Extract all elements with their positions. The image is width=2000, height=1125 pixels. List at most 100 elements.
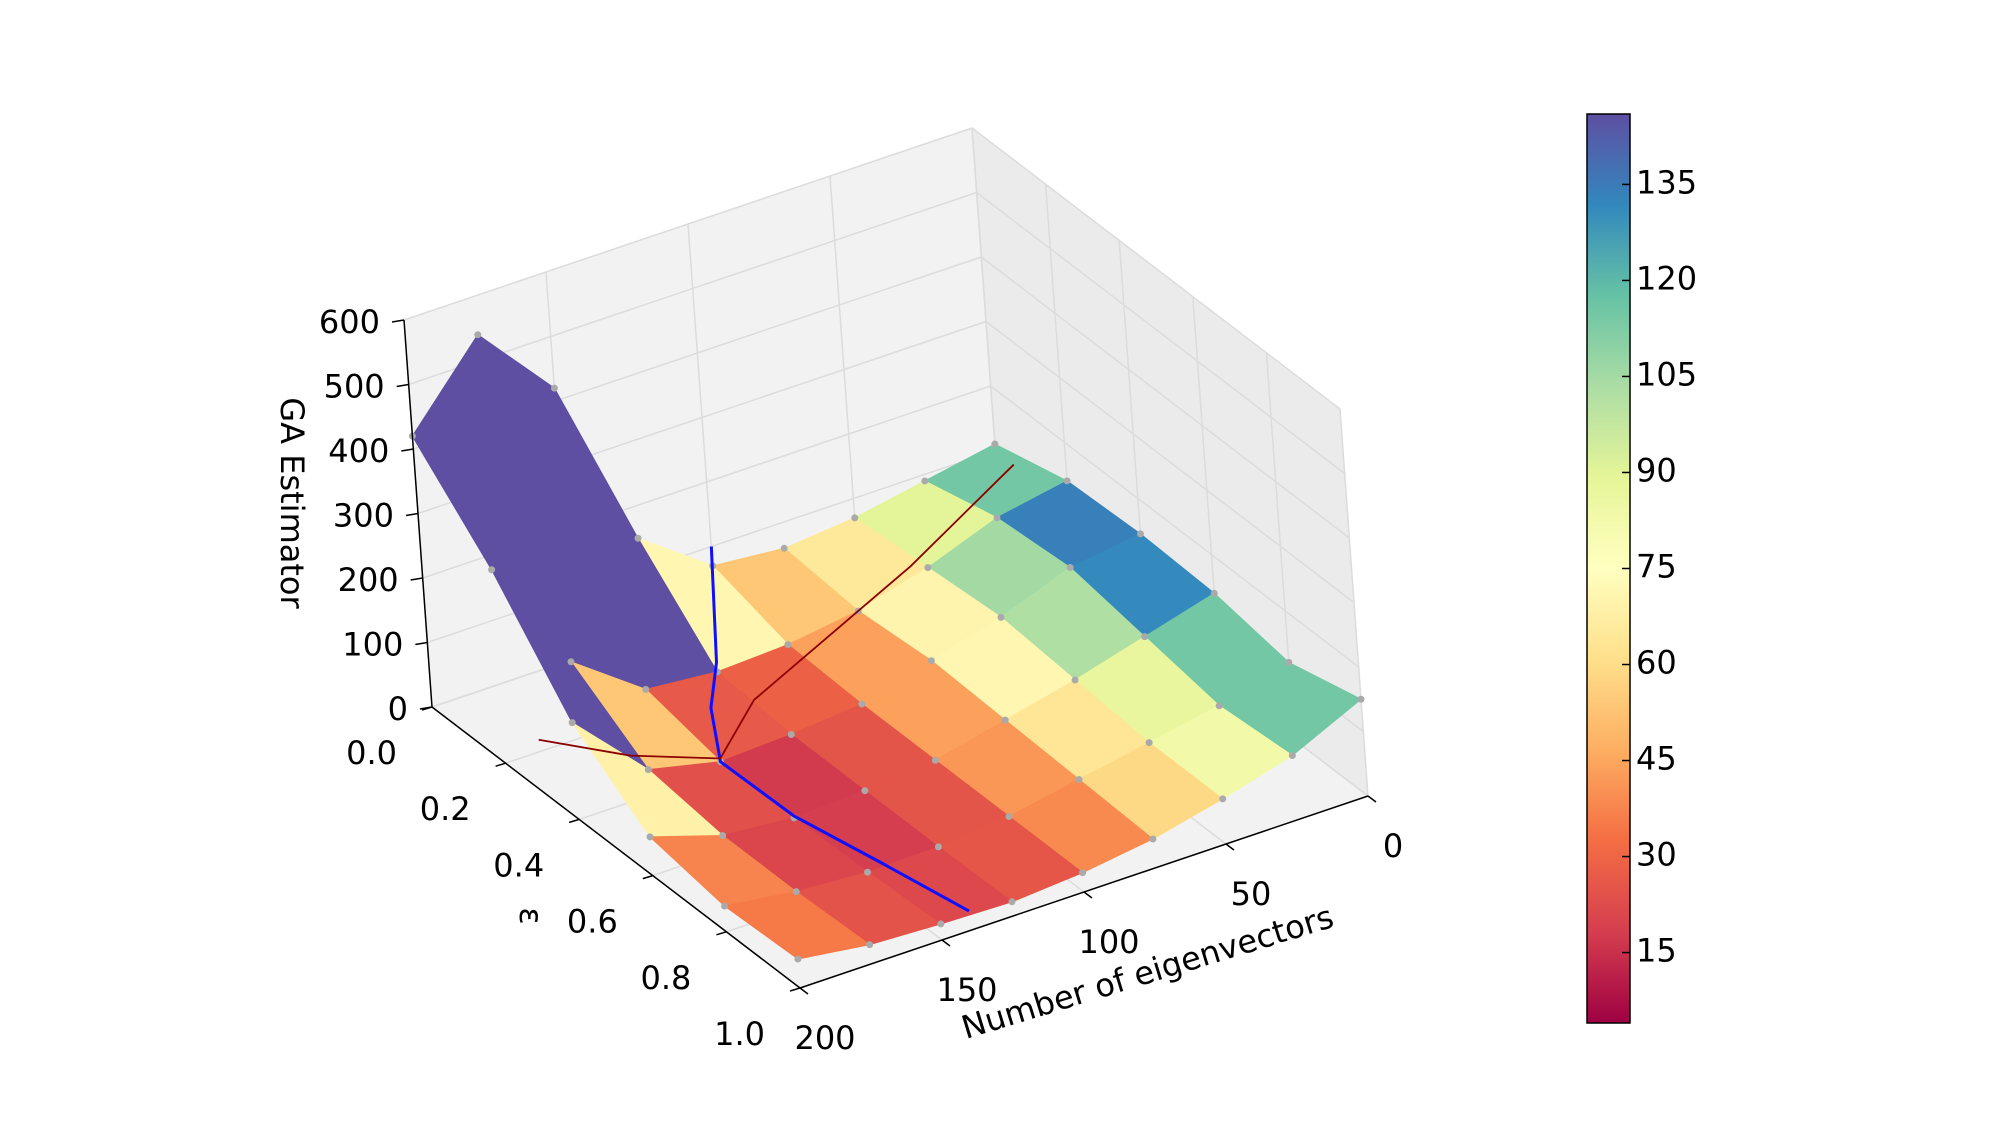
path-line — [538, 463, 1015, 760]
colorbar-tick-label: 105 — [1636, 355, 1697, 393]
x-tick-label: 50 — [1231, 875, 1272, 913]
grid-point — [1288, 752, 1296, 759]
y-tick — [789, 987, 801, 992]
y-tick-label: 0.8 — [641, 959, 692, 997]
grid-point — [1005, 812, 1013, 820]
z-tick-label: 200 — [338, 561, 399, 599]
colorbar-tick-label: 30 — [1636, 836, 1677, 874]
grid-point — [1357, 695, 1365, 703]
grid-point — [719, 831, 727, 839]
grid-line — [990, 385, 1360, 668]
z-tick-label: 600 — [319, 303, 380, 341]
x-tick — [799, 987, 809, 995]
grid-point — [927, 657, 935, 665]
x-axis-label: Number of eigenvectors — [957, 897, 1338, 1046]
z-tick — [410, 577, 423, 581]
colorbar-tick-label: 90 — [1636, 451, 1677, 489]
y-axis-label: ε — [512, 907, 550, 924]
z-tick-label: 300 — [333, 497, 394, 535]
x-tick — [1083, 891, 1093, 899]
grid-point — [780, 544, 788, 552]
grid-point — [1079, 869, 1087, 877]
y-tick — [495, 762, 506, 767]
z-tick — [405, 512, 419, 517]
grid-point — [1145, 739, 1153, 747]
grid-point — [1071, 676, 1079, 684]
colorbar-tick-label: 120 — [1636, 259, 1697, 297]
colorbar-tick-label: 135 — [1636, 163, 1697, 201]
z-tick — [419, 706, 433, 710]
grid-point — [787, 731, 795, 738]
y-tick-label: 0.6 — [567, 903, 618, 941]
grid-point — [858, 700, 866, 708]
grid-point — [646, 833, 654, 841]
x-tick — [1225, 843, 1235, 851]
grid-point — [934, 843, 942, 851]
x-tick-label: 150 — [936, 971, 997, 1009]
x-tick — [941, 939, 951, 947]
grid-point — [864, 868, 872, 876]
grid-point — [792, 888, 800, 896]
z-axis-label: GA Estimator — [273, 397, 311, 609]
grid-point — [567, 658, 575, 666]
grid-point — [931, 756, 939, 764]
colorbar-tick-label: 75 — [1636, 548, 1677, 586]
grid-line — [976, 191, 1346, 475]
y-tick-label: 0.2 — [420, 790, 471, 828]
axis-line — [403, 319, 433, 708]
grid-point — [644, 766, 652, 774]
axis-line — [799, 795, 1369, 989]
y-tick-label: 0.0 — [346, 734, 397, 772]
grid-point — [1008, 898, 1016, 906]
grid-point — [921, 477, 929, 485]
z-tick-label: 500 — [324, 368, 385, 406]
grid-point — [937, 920, 945, 928]
grid-line — [403, 127, 973, 321]
grid-line — [971, 127, 1341, 410]
grid-point — [721, 902, 729, 910]
grid-point — [924, 564, 932, 572]
x-tick-label: 100 — [1078, 923, 1139, 961]
grid-point — [1215, 702, 1223, 710]
x-tick-label: 0 — [1383, 827, 1403, 865]
path-line — [709, 546, 970, 913]
grid-point — [866, 941, 874, 949]
y-tick-label: 0.4 — [493, 846, 544, 884]
grid-point — [1219, 795, 1227, 803]
grid-point — [991, 440, 999, 448]
grid-point — [851, 514, 859, 522]
z-tick — [401, 448, 414, 452]
y-tick — [642, 874, 654, 880]
z-tick-label: 400 — [328, 432, 389, 470]
z-tick-label: 0 — [388, 690, 408, 728]
grid-point — [550, 384, 558, 392]
x-tick — [1367, 795, 1377, 803]
z-tick-label: 100 — [342, 626, 403, 664]
y-tick-label: 1.0 — [714, 1015, 765, 1053]
axis-line — [431, 706, 801, 989]
grid-point — [642, 685, 650, 693]
z-tick — [391, 319, 405, 323]
grid-point — [1149, 835, 1157, 843]
grid-point — [1001, 716, 1009, 724]
grid-point — [568, 719, 576, 727]
colorbar-tick-label: 45 — [1636, 740, 1677, 778]
grid-point — [474, 331, 482, 339]
grid-line — [985, 320, 1355, 604]
colorbar-tick-label: 60 — [1636, 644, 1677, 682]
grid-point — [861, 787, 869, 795]
grid-point — [993, 514, 1001, 522]
grid-point — [1141, 633, 1149, 641]
y-tick — [716, 931, 727, 936]
grid-point — [1075, 776, 1083, 784]
grid-point — [997, 613, 1005, 621]
grid-point — [784, 641, 792, 649]
z-tick — [396, 383, 409, 388]
x-tick-label: 200 — [794, 1019, 855, 1057]
grid-point — [794, 955, 802, 963]
y-tick — [568, 818, 580, 824]
grid-point — [1210, 589, 1218, 597]
grid-point — [1066, 564, 1074, 572]
grid-point — [1136, 530, 1144, 538]
